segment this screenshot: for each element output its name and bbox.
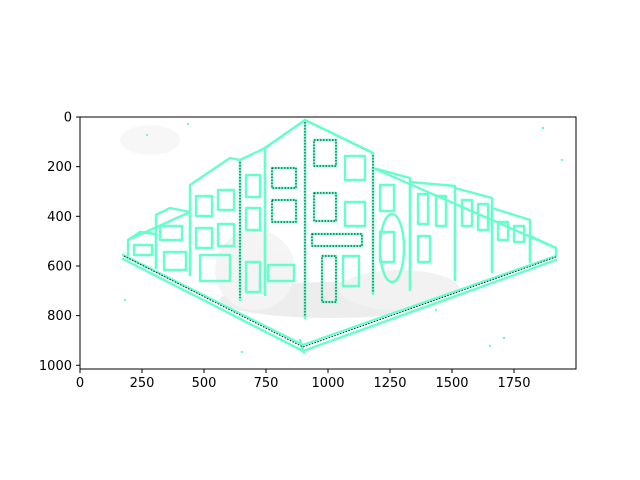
y-tick-label: 600 <box>47 259 72 274</box>
x-tick-label: 750 <box>254 376 279 391</box>
image-background <box>80 117 576 369</box>
image-content <box>80 117 576 369</box>
x-tick-label: 1750 <box>497 376 530 391</box>
pencil-haze <box>120 125 460 318</box>
speckles <box>123 122 564 354</box>
x-tick-label: 1000 <box>311 376 344 391</box>
y-axis: 0 200 400 600 800 1000 <box>39 111 80 374</box>
y-tick-label: 1000 <box>39 359 72 374</box>
x-axis: 0 250 500 750 1000 1250 1500 1750 <box>76 369 531 391</box>
y-tick-label: 400 <box>47 210 72 225</box>
x-tick-label: 1500 <box>435 376 468 391</box>
ink-detail <box>123 122 557 348</box>
y-tick-label: 200 <box>47 160 72 175</box>
x-tick-label: 500 <box>192 376 217 391</box>
y-tick-label: 800 <box>47 309 72 324</box>
x-tick-label: 0 <box>76 376 84 391</box>
y-tick-label: 0 <box>64 111 72 126</box>
x-tick-label: 1250 <box>373 376 406 391</box>
x-tick-label: 250 <box>130 376 155 391</box>
